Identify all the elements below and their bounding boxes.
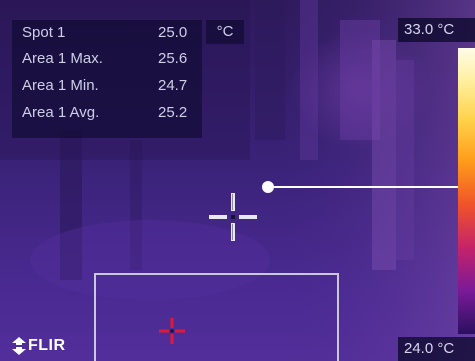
- measurement-label: Area 1 Avg.: [22, 104, 100, 121]
- measurement-panel: [12, 20, 202, 138]
- scale-min-label: 24.0 °C: [398, 337, 475, 361]
- area-spot-crosshair-icon: [158, 317, 186, 345]
- flir-logo-icon: [12, 337, 26, 355]
- measurement-value: 24.7: [158, 77, 188, 94]
- spot-crosshair-icon[interactable]: [207, 191, 259, 243]
- temperature-unit: °C: [206, 20, 244, 44]
- measurement-label: Area 1 Max.: [22, 50, 103, 67]
- measurement-value: 25.2: [158, 104, 188, 121]
- area-measurement-box[interactable]: [94, 273, 339, 361]
- temperature-scale-bar: [458, 48, 475, 334]
- scale-max-label: 33.0 °C: [398, 18, 475, 42]
- scale-indicator-line: [268, 186, 458, 188]
- measurement-label: Area 1 Min.: [22, 77, 99, 94]
- measurement-label: Spot 1: [22, 24, 66, 41]
- measurement-value: 25.0: [158, 24, 188, 41]
- flir-logo: FLIR: [12, 335, 66, 357]
- flir-logo-text: FLIR: [28, 337, 66, 354]
- measurement-value: 25.6: [158, 50, 188, 67]
- scale-indicator-dot: [262, 181, 274, 193]
